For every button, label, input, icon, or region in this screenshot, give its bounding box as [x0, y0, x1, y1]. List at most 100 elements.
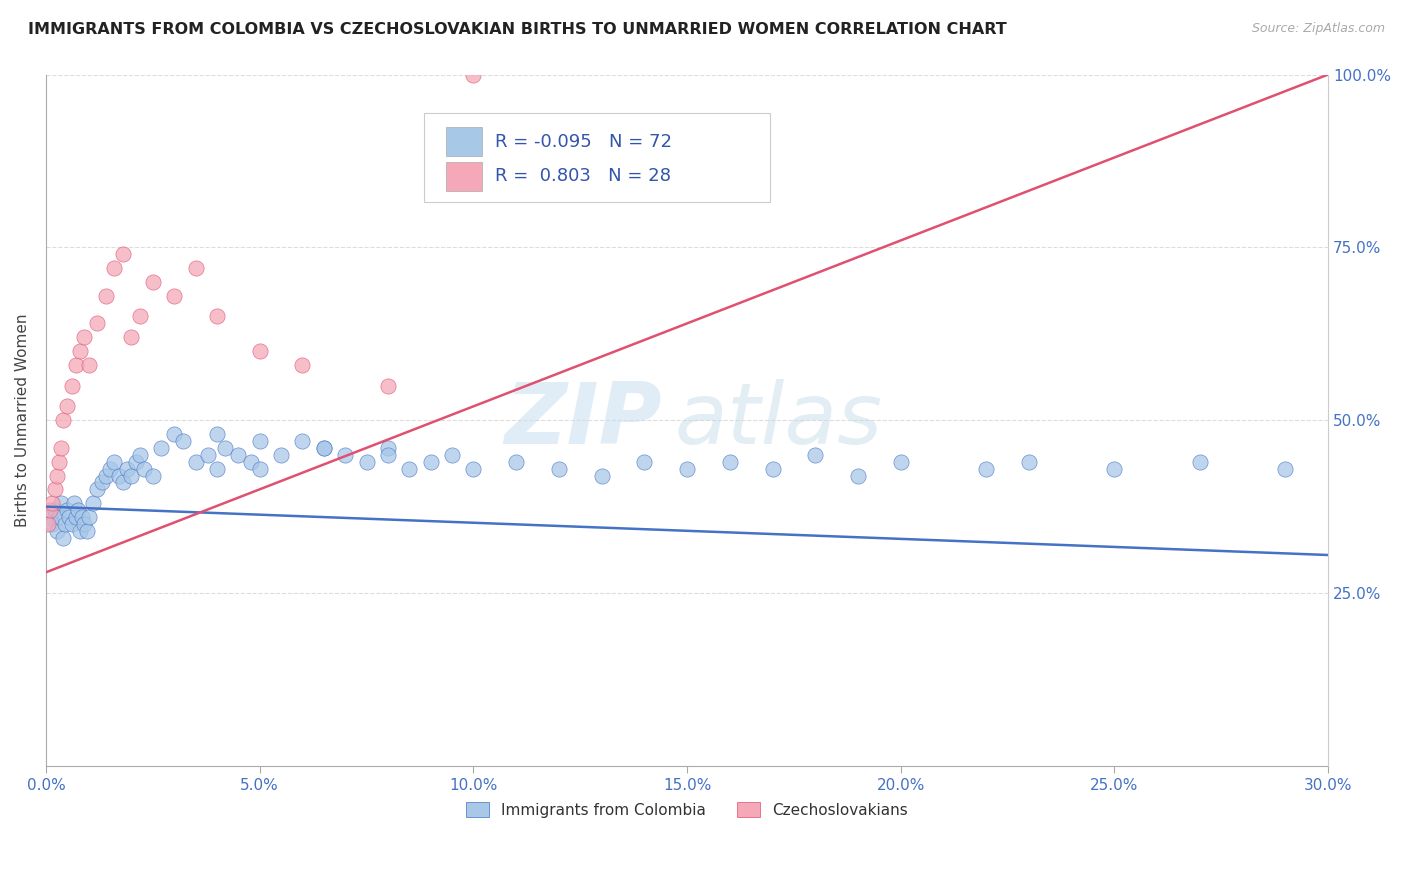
Point [142, 275, 165, 289]
Text: atlas: atlas [675, 379, 882, 462]
Point [377, 448, 399, 462]
Point [312, 441, 335, 455]
Point [115, 461, 138, 475]
Point [98, 461, 121, 475]
Point [356, 455, 378, 469]
Point [60, 516, 83, 531]
Point [41, 496, 63, 510]
Point [45, 468, 67, 483]
Point [463, 461, 485, 475]
Point [240, 455, 263, 469]
Point [547, 461, 569, 475]
Point [62, 496, 84, 510]
Point [291, 358, 314, 372]
Point [52, 413, 75, 427]
Point [69, 344, 91, 359]
Point [291, 434, 314, 448]
Point [184, 455, 207, 469]
Point [69, 524, 91, 538]
Point [676, 461, 699, 475]
Point [249, 434, 271, 448]
Point [172, 434, 194, 448]
Point [150, 441, 173, 455]
Point [53, 516, 76, 531]
Point [90, 475, 112, 490]
Text: IMMIGRANTS FROM COLOMBIA VS CZECHOSLOVAKIAN BIRTHS TO UNMARRIED WOMEN CORRELATIO: IMMIGRANTS FROM COLOMBIA VS CZECHOSLOVAK… [28, 22, 1007, 37]
Point [45, 524, 67, 538]
Point [226, 448, 249, 462]
Text: Source: ZipAtlas.com: Source: ZipAtlas.com [1251, 22, 1385, 36]
Point [44, 503, 66, 517]
Point [48, 455, 70, 469]
FancyBboxPatch shape [446, 161, 482, 191]
Point [103, 261, 125, 276]
Point [463, 68, 485, 82]
Point [270, 448, 292, 462]
Point [377, 378, 399, 392]
Point [65, 358, 87, 372]
Point [184, 261, 207, 276]
Point [72, 510, 94, 524]
Point [76, 524, 98, 538]
Point [1274, 461, 1296, 475]
Point [312, 441, 335, 455]
FancyBboxPatch shape [425, 112, 770, 202]
Legend: Immigrants from Colombia, Czechoslovakians: Immigrants from Colombia, Czechoslovakia… [460, 796, 914, 824]
Point [163, 289, 186, 303]
Point [86, 317, 108, 331]
Point [591, 468, 613, 483]
Point [86, 483, 108, 497]
Point [107, 468, 129, 483]
Point [205, 427, 228, 442]
Y-axis label: Births to Unmarried Women: Births to Unmarried Women [15, 313, 30, 527]
Text: R =  0.803   N = 28: R = 0.803 N = 28 [495, 167, 671, 186]
Point [129, 310, 152, 324]
Point [249, 461, 271, 475]
Point [214, 441, 236, 455]
Point [44, 483, 66, 497]
Point [103, 455, 125, 469]
Point [94, 289, 117, 303]
Point [205, 461, 228, 475]
Point [129, 448, 152, 462]
Point [804, 448, 827, 462]
Point [94, 468, 117, 483]
Point [73, 516, 96, 531]
Point [761, 461, 783, 475]
Point [39, 510, 62, 524]
Point [505, 455, 527, 469]
Point [974, 461, 997, 475]
Point [197, 448, 219, 462]
Point [398, 461, 420, 475]
Point [125, 455, 148, 469]
Point [846, 468, 869, 483]
Point [163, 427, 186, 442]
Point [49, 496, 72, 510]
Point [205, 310, 228, 324]
Point [77, 510, 100, 524]
Point [41, 516, 63, 531]
Point [134, 461, 156, 475]
Point [49, 441, 72, 455]
Point [77, 358, 100, 372]
Point [39, 503, 62, 517]
Point [120, 330, 142, 344]
Point [1188, 455, 1211, 469]
Point [419, 455, 441, 469]
Text: R = -0.095   N = 72: R = -0.095 N = 72 [495, 133, 672, 151]
Point [58, 510, 80, 524]
Text: ZIP: ZIP [503, 379, 661, 462]
Point [48, 510, 70, 524]
Point [633, 455, 655, 469]
Point [890, 455, 912, 469]
Point [111, 247, 134, 261]
FancyBboxPatch shape [446, 127, 482, 156]
Point [249, 344, 271, 359]
Point [56, 400, 79, 414]
Point [52, 531, 75, 545]
Point [718, 455, 741, 469]
Point [440, 448, 463, 462]
Point [56, 503, 79, 517]
Point [120, 468, 142, 483]
Point [377, 441, 399, 455]
